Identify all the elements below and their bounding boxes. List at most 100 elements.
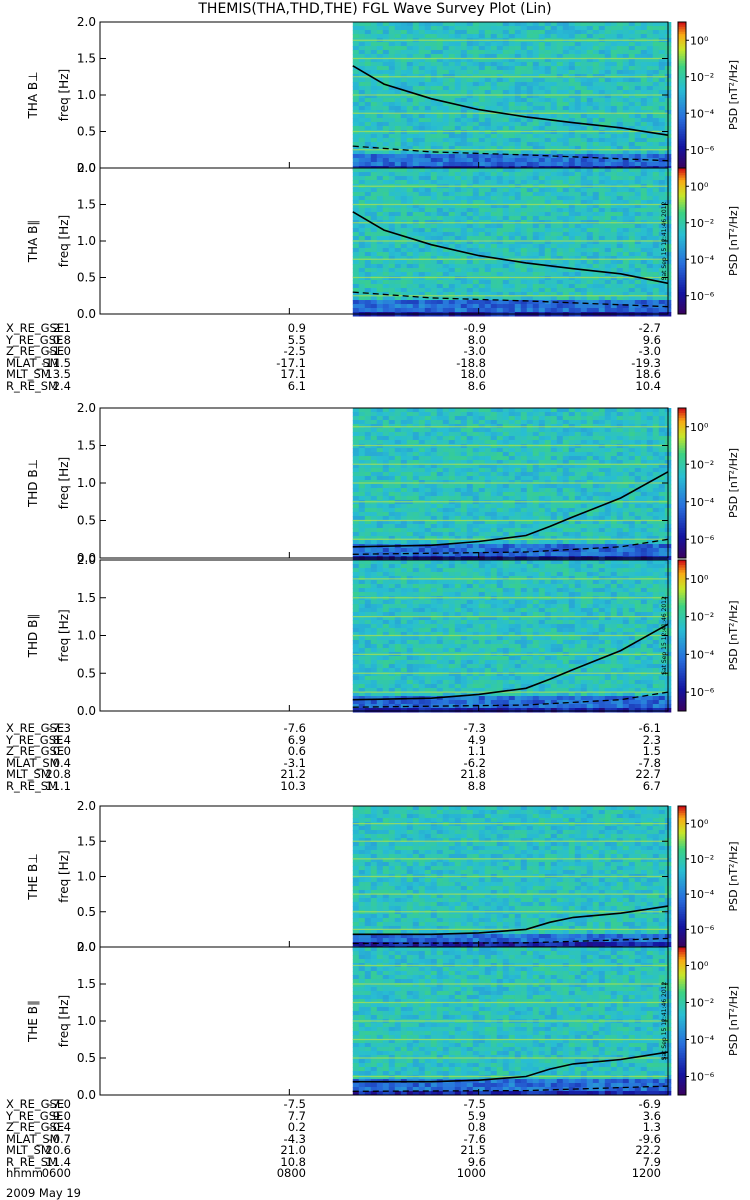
- ephemeris-row: Y_RE_GSE 0.8 5.5 8.0 9.6: [6, 332, 746, 347]
- ephemeris-value: -7.5: [283, 1097, 306, 1111]
- colorbar: 10⁰ 10⁻² 10⁻⁴ 10⁻⁶ PSD [nT²/Hz]: [677, 407, 740, 559]
- panel-label: THD B⊥: [26, 459, 40, 508]
- fce-line: [352, 65, 669, 136]
- ephemeris-row: Z_RE_GSE 0.0 0.6 1.1 1.5: [6, 744, 746, 758]
- ephemeris-value: -7.8: [638, 755, 661, 770]
- y-tick-label: 0.5: [77, 1051, 96, 1065]
- ephemeris-value: 13.5: [45, 367, 71, 381]
- ephemeris-value: -19.3: [631, 355, 661, 370]
- ephemeris-value: 22.2: [635, 1143, 661, 1157]
- ephemeris-label: R_RE_SM: [6, 378, 58, 393]
- ephemeris-label: R_RE_SM: [6, 778, 58, 793]
- ephemeris-label: MLT_SM: [6, 1143, 51, 1157]
- dashed-fraction-line: [352, 538, 669, 555]
- ephemeris-label: Y_RE_GSE: [6, 732, 64, 747]
- y-tick-label: 1.5: [77, 439, 96, 453]
- ephemeris-value: 10.8: [280, 1154, 306, 1169]
- ephemeris-value: -7.6: [283, 721, 306, 735]
- timestamp-stamp: Sat Sep 15 12:41:46 2012: [661, 982, 668, 1061]
- ephemeris-value: -6.1: [638, 721, 661, 735]
- freq-axis-label: freq [Hz]: [57, 215, 71, 267]
- ephemeris-value: 18.0: [460, 367, 486, 381]
- ephemeris-value: -7.6: [463, 1131, 486, 1146]
- colorbar-tick-label: 10⁻⁴: [690, 648, 715, 661]
- ephemeris-row: R_RE_SM 11.1 10.3 8.8 6.7: [6, 778, 746, 793]
- colorbar-tick-label: 10⁰: [690, 960, 709, 973]
- fce-line: [352, 471, 669, 548]
- ephemeris-label: MLAT_SM: [6, 355, 60, 370]
- y-tick-label: 1.5: [77, 52, 96, 66]
- freq-axis-label: freq [Hz]: [57, 457, 71, 509]
- colorbar-tick-label: 10⁻²: [690, 217, 714, 230]
- y-tick-label: 1.0: [77, 1014, 96, 1028]
- colorbar-label: PSD [nT²/Hz]: [727, 986, 740, 1056]
- ephemeris-value: -0.7: [48, 1131, 71, 1146]
- y-tick-label: 2.0: [77, 799, 96, 813]
- colorbar-label: PSD [nT²/Hz]: [727, 60, 740, 130]
- ephemeris-value: 21.8: [460, 767, 486, 781]
- ephemeris-label: MLAT_SM: [6, 755, 60, 770]
- fce-line: [352, 623, 669, 701]
- ephemeris-tha: X_RE_GSE 2.1 0.9 -0.9 -2.7 Y_RE_GSE 0.8 5.5 8.0 9…: [6, 321, 746, 393]
- ephemeris-value: 8.6: [467, 378, 486, 393]
- colorbar-tick-label: 10⁻⁴: [690, 107, 715, 120]
- spectrogram-the-bperp: 2.0 1.5 1.0 0.5 0.0 THE B⊥ freq [Hz] 10⁰ 10⁻² 10⁻…: [26, 799, 740, 954]
- colorbar-tick-label: 10⁻⁶: [690, 686, 715, 699]
- ephemeris-label: Z_RE_GSE: [6, 744, 65, 758]
- date-label: 2009 May 19: [6, 1186, 81, 1200]
- ephemeris-value: -2.7: [638, 321, 661, 335]
- y-tick-label: 2.0: [77, 15, 96, 29]
- ephemeris-value: -3.1: [283, 755, 306, 770]
- ephemeris-value: 9.6: [467, 1154, 486, 1169]
- colorbar-tick-label: 10⁻⁴: [690, 1034, 715, 1047]
- y-tick-label: 0.0: [77, 307, 96, 321]
- y-tick-label: 1.0: [77, 234, 96, 248]
- y-tick-label: 0.0: [77, 551, 96, 565]
- ephemeris-value: -3.0: [638, 344, 661, 358]
- colorbar-tick-label: 10⁻⁶: [690, 144, 715, 157]
- dashed-fraction-line: [352, 691, 669, 708]
- ephemeris-row: R_RE_SM 11.4 10.8 9.6 7.9: [6, 1154, 746, 1169]
- spectrogram-image: [352, 947, 672, 1096]
- ephemeris-row: Y_RE_GSE 9.0 7.7 5.9 3.6: [6, 1108, 746, 1123]
- ephemeris-label: Z_RE_GSE: [6, 1120, 65, 1134]
- ephemeris-label: Y_RE_GSE: [6, 1108, 64, 1123]
- ephemeris-value: 0.2: [287, 1120, 306, 1134]
- ephemeris-value: -9.6: [638, 1131, 661, 1146]
- ephemeris-row: MLAT_SM -0.7 -4.3 -7.6 -9.6: [6, 1131, 746, 1146]
- ephemeris-row: X_RE_GSE -7.3 -7.6 -7.3 -6.1: [6, 721, 746, 735]
- ephemeris-label: MLT_SM: [6, 367, 51, 381]
- ephemeris-row: Z_RE_GSE -1.0 -2.5 -3.0 -3.0: [6, 344, 746, 358]
- ephemeris-value: 0.8: [52, 332, 71, 347]
- ephemeris-value: -2.5: [283, 344, 306, 358]
- colorbar-tick-label: 10⁻⁴: [690, 888, 715, 901]
- colorbar-tick-label: 10⁻⁶: [690, 1071, 715, 1084]
- ephemeris-row: MLAT_SM 0.4 -3.1 -6.2 -7.8: [6, 755, 746, 770]
- ephemeris-value: 21.2: [280, 767, 306, 781]
- y-tick-label: 1.5: [77, 198, 96, 212]
- colorbar-label: PSD [nT²/Hz]: [727, 841, 740, 911]
- ephemeris-value: 7.7: [287, 1108, 306, 1123]
- colorbar-tick-label: 10⁻⁶: [690, 923, 715, 936]
- colorbar-tick-label: 10⁻²: [690, 853, 714, 866]
- colorbar-tick-label: 10⁻⁴: [690, 253, 715, 266]
- ephemeris-value: -11.5: [41, 355, 71, 370]
- colorbar-label: PSD [nT²/Hz]: [727, 206, 740, 276]
- ephemeris-row: Y_RE_GSE 8.4 6.9 4.9 2.3: [6, 732, 746, 747]
- ephemeris-value: 6.7: [642, 778, 661, 793]
- y-tick-label: 1.5: [77, 977, 96, 991]
- y-tick-label: 0.5: [77, 271, 96, 285]
- freq-axis-label: freq [Hz]: [57, 850, 71, 902]
- fce-line: [352, 1051, 669, 1083]
- ephemeris-label: MLT_SM: [6, 767, 51, 781]
- freq-axis-label: freq [Hz]: [57, 609, 71, 661]
- y-tick-label: 0.5: [77, 514, 96, 528]
- ephemeris-value: 21.0: [280, 1143, 306, 1157]
- panel-label: THA B⊥: [26, 71, 40, 119]
- ephemeris-value: -1.0: [48, 344, 71, 358]
- ephemeris-value: -7.3: [463, 721, 486, 735]
- y-tick-label: 1.0: [77, 88, 96, 102]
- ephemeris-value: 21.5: [460, 1143, 486, 1157]
- ephemeris-row: MLT_SM 13.5 17.1 18.0 18.6: [6, 367, 746, 381]
- y-tick-label: 1.0: [77, 629, 96, 643]
